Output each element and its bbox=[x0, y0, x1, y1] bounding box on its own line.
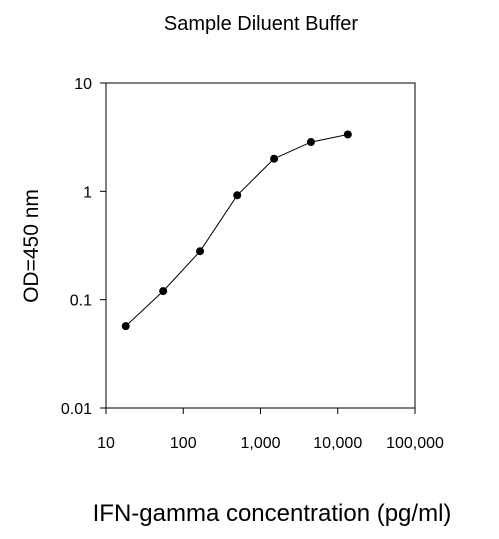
x-tick-label: 100 bbox=[170, 435, 197, 452]
data-point bbox=[233, 191, 242, 200]
data-point bbox=[306, 138, 315, 147]
plot-frame bbox=[105, 82, 416, 409]
x-axis-label: IFN-gamma concentration (pg/ml) bbox=[93, 500, 452, 527]
y-tick-label: 0.1 bbox=[70, 293, 92, 310]
x-axis: 10 100 1,000 10,000 100,000 bbox=[97, 408, 444, 452]
data-point bbox=[159, 287, 168, 296]
chart-title: Sample Diluent Buffer bbox=[164, 13, 359, 35]
y-tick-label: 0.01 bbox=[61, 401, 92, 418]
data-point bbox=[343, 130, 352, 139]
y-axis: 0.01 0.1 1 10 bbox=[61, 76, 106, 418]
x-tick-label: 1,000 bbox=[240, 435, 280, 452]
data-point bbox=[270, 154, 279, 163]
x-tick-label: 100,000 bbox=[386, 435, 444, 452]
data-points bbox=[121, 130, 352, 331]
data-point bbox=[121, 322, 130, 331]
y-axis-label: OD=450 nm bbox=[20, 189, 43, 303]
y-tick-label: 10 bbox=[74, 76, 92, 93]
x-tick-label: 10 bbox=[97, 435, 115, 452]
x-tick-label: 10,000 bbox=[313, 435, 362, 452]
data-point bbox=[196, 247, 205, 256]
series-line bbox=[125, 134, 348, 327]
y-tick-label: 1 bbox=[83, 184, 92, 201]
